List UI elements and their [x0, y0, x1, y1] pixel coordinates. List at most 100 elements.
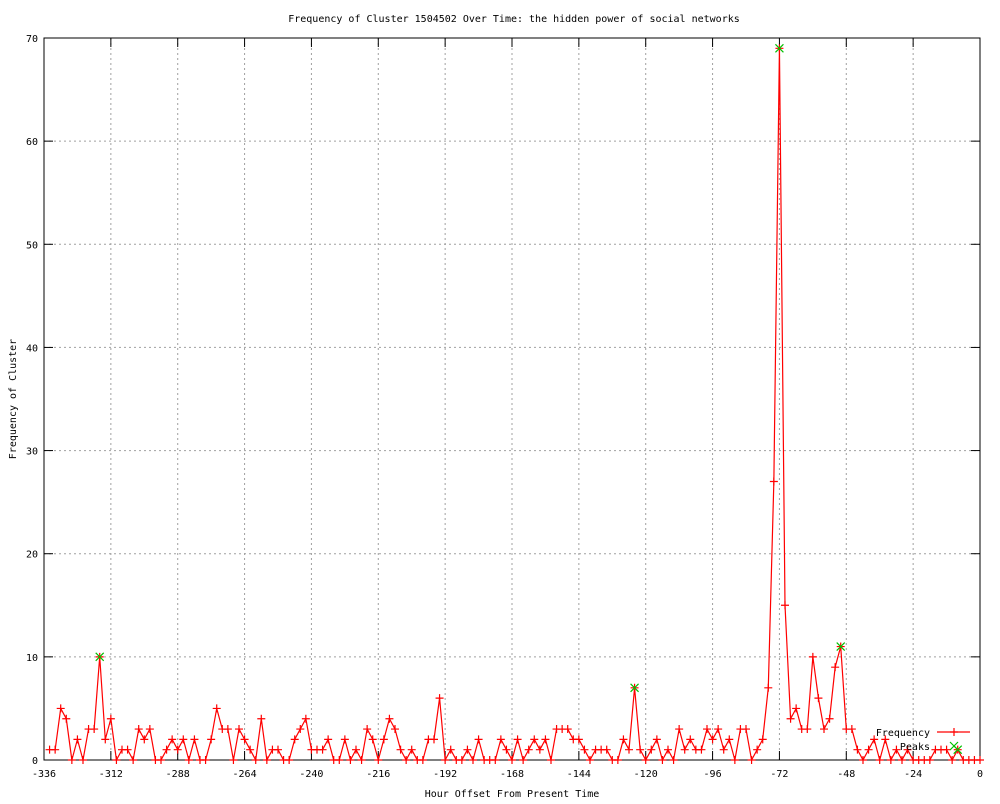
- frequency-point: [301, 714, 310, 723]
- frequency-point: [925, 756, 934, 764]
- frequency-point: [457, 756, 466, 764]
- frequency-point: [368, 735, 377, 744]
- x-tick-label: -216: [366, 769, 390, 780]
- chart-title: Frequency of Cluster 1504502 Over Time: …: [288, 14, 740, 25]
- frequency-point: [524, 745, 533, 754]
- frequency-point: [764, 683, 773, 692]
- x-tick-label: -72: [770, 769, 788, 780]
- frequency-point: [79, 756, 87, 764]
- frequency-point: [430, 735, 438, 744]
- x-tick-label: -288: [166, 769, 190, 780]
- frequency-point: [803, 725, 812, 734]
- frequency-point: [641, 756, 650, 764]
- y-axis-label: Frequency of Cluster: [8, 339, 19, 459]
- frequency-point: [335, 756, 344, 764]
- x-tick-label: -264: [233, 769, 257, 780]
- frequency-point: [274, 745, 282, 754]
- frequency-point: [669, 756, 678, 764]
- x-tick-label: -168: [500, 769, 524, 780]
- frequency-point: [647, 745, 656, 754]
- x-tick-label: -120: [634, 769, 658, 780]
- frequency-point: [318, 745, 327, 754]
- frequency-point: [875, 756, 884, 764]
- frequency-point: [697, 745, 706, 754]
- frequency-point: [753, 745, 762, 754]
- frequency-point: [976, 756, 984, 764]
- frequency-point: [898, 756, 906, 764]
- x-tick-label: -240: [299, 769, 323, 780]
- frequency-point: [207, 735, 216, 744]
- frequency-line: [49, 48, 980, 763]
- frequency-point: [173, 745, 182, 754]
- frequency-point: [747, 756, 756, 764]
- frequency-point: [229, 756, 238, 764]
- frequency-point: [134, 725, 143, 734]
- frequency-point: [496, 735, 505, 744]
- frequency-point: [235, 725, 243, 734]
- frequency-point: [636, 745, 645, 754]
- frequency-point: [742, 725, 750, 734]
- frequency-point: [379, 735, 388, 744]
- frequency-point: [664, 745, 672, 754]
- frequency-point: [446, 745, 455, 754]
- frequency-point: [67, 756, 76, 764]
- frequency-point: [290, 735, 299, 744]
- frequency-point: [769, 477, 778, 486]
- frequency-point: [859, 756, 867, 764]
- frequency-point: [352, 745, 360, 754]
- frequency-point: [324, 735, 333, 744]
- frequency-point: [658, 756, 667, 764]
- frequency-point: [864, 745, 873, 754]
- frequency-point: [847, 725, 856, 734]
- frequency-point: [363, 725, 372, 734]
- frequency-point: [563, 725, 572, 734]
- y-tick-label: 70: [26, 34, 38, 45]
- grid: [44, 38, 980, 760]
- x-tick-label: -192: [433, 769, 457, 780]
- frequency-point: [262, 756, 271, 764]
- frequency-point: [886, 756, 895, 764]
- frequency-point: [418, 756, 427, 764]
- frequency-point: [602, 745, 611, 754]
- frequency-point: [346, 756, 355, 764]
- frequency-point: [903, 745, 912, 754]
- frequency-point: [179, 735, 188, 744]
- frequency-point: [391, 725, 399, 734]
- frequency-point: [580, 745, 589, 754]
- frequency-point: [112, 756, 121, 764]
- frequency-point: [251, 756, 260, 764]
- x-tick-label: -144: [567, 769, 591, 780]
- frequency-point: [831, 663, 840, 672]
- frequency-point: [223, 725, 232, 734]
- frequency-point: [808, 652, 817, 661]
- frequency-point: [441, 756, 450, 764]
- frequency-point: [62, 714, 71, 723]
- frequency-point: [357, 756, 366, 764]
- y-tick-label: 60: [26, 137, 38, 148]
- frequency-point: [474, 735, 483, 744]
- frequency-point: [101, 735, 110, 744]
- frequency-point: [435, 694, 444, 703]
- frequency-point: [948, 756, 957, 764]
- frequency-point: [786, 714, 795, 723]
- frequency-point: [246, 745, 255, 754]
- frequency-point: [619, 735, 628, 744]
- x-tick-label: -96: [704, 769, 722, 780]
- frequency-point: [541, 735, 550, 744]
- y-tick-label: 10: [26, 653, 38, 664]
- frequency-point: [257, 714, 266, 723]
- frequency-point: [184, 756, 193, 764]
- frequency-point: [212, 704, 221, 713]
- frequency-point: [881, 735, 890, 744]
- frequency-point: [190, 735, 199, 744]
- frequency-point: [853, 745, 862, 754]
- y-tick-label: 30: [26, 447, 38, 458]
- frequency-point: [708, 735, 717, 744]
- frequency-point: [820, 725, 828, 734]
- frequency-point: [157, 756, 165, 764]
- frequency-point: [892, 745, 901, 754]
- legend-label-peaks: Peaks: [900, 742, 930, 753]
- frequency-point: [625, 745, 633, 754]
- legend: Frequency Peaks: [876, 728, 970, 753]
